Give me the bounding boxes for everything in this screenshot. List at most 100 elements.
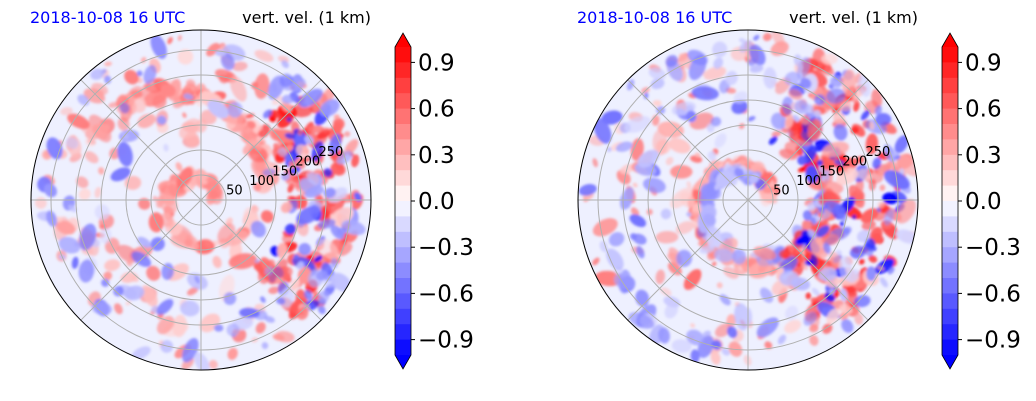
- downdraft-cell: [316, 270, 328, 281]
- downdraft-cell: [117, 141, 133, 167]
- updraft-cell: [683, 269, 702, 290]
- downdraft-cell: [110, 167, 131, 182]
- colorbar-level: [395, 216, 411, 233]
- downdraft-cell: [354, 192, 362, 202]
- downdraft-cell: [156, 299, 174, 315]
- downdraft-cell: [65, 137, 79, 149]
- downdraft-cell: [860, 110, 870, 121]
- downdraft-cell: [296, 261, 304, 271]
- updraft-cell: [217, 223, 236, 244]
- colorbar-level: [942, 247, 958, 264]
- downdraft-cell: [624, 115, 651, 133]
- updraft-cell: [175, 162, 183, 172]
- updraft-cell: [104, 61, 112, 67]
- colorbar-level: [395, 247, 411, 264]
- radial-tick-label: 150: [272, 164, 297, 179]
- downdraft-cell: [293, 133, 308, 147]
- downdraft-cell: [194, 275, 200, 284]
- updraft-cell: [141, 284, 158, 307]
- updraft-cell: [60, 107, 73, 116]
- updraft-cell: [868, 255, 878, 263]
- downdraft-cell: [660, 208, 672, 220]
- downdraft-cell: [891, 152, 899, 157]
- downdraft-cell: [239, 307, 260, 319]
- updraft-cell: [295, 144, 310, 158]
- colorbar-outline: [394, 32, 412, 370]
- downdraft-cell: [865, 238, 876, 250]
- downdraft-cell: [828, 288, 835, 295]
- updraft-cell: [268, 286, 280, 294]
- downdraft-cell: [702, 330, 711, 338]
- downdraft-cell: [317, 305, 326, 315]
- updraft-cell: [865, 133, 879, 155]
- radial-tick-label: 200: [295, 155, 320, 170]
- polar-boundary: [30, 29, 372, 371]
- updraft-cell: [260, 210, 274, 223]
- updraft-cell: [343, 131, 351, 137]
- updraft-cell: [801, 262, 809, 271]
- downdraft-cell: [763, 67, 777, 89]
- updraft-cell: [788, 245, 795, 254]
- downdraft-cell: [887, 266, 895, 275]
- azimuth-line: [747, 79, 869, 201]
- updraft-cell: [203, 239, 213, 248]
- azimuth-line: [200, 79, 322, 201]
- downdraft-cell: [119, 102, 130, 114]
- updraft-cell: [160, 84, 176, 98]
- radial-tick-label: 250: [319, 145, 344, 160]
- updraft-cell: [838, 304, 853, 314]
- colorbar-level: [395, 308, 411, 325]
- updraft-cell: [186, 286, 199, 296]
- colorbar-level: [395, 139, 411, 156]
- updraft-cell: [198, 172, 208, 182]
- colorbar-level: [395, 262, 411, 279]
- updraft-cell: [630, 207, 640, 217]
- updraft-cell: [250, 205, 259, 213]
- colorbar-level: [942, 339, 958, 356]
- downdraft-cell: [854, 295, 871, 308]
- updraft-cell: [805, 292, 812, 300]
- colorbar-level: [395, 201, 411, 217]
- downdraft-cell: [781, 96, 794, 115]
- downdraft-cell: [648, 67, 666, 80]
- downdraft-cell: [823, 242, 831, 254]
- downdraft-cell: [606, 146, 612, 153]
- updraft-cell: [152, 94, 167, 109]
- updraft-cell: [109, 147, 120, 160]
- downdraft-cell: [593, 118, 612, 144]
- downdraft-cell: [101, 278, 110, 287]
- downdraft-cell: [706, 225, 716, 237]
- updraft-cell: [67, 113, 90, 130]
- updraft-cell: [600, 271, 606, 278]
- polar-boundary: [577, 29, 919, 371]
- downdraft-cell: [599, 240, 608, 253]
- downdraft-cell: [281, 172, 290, 181]
- updraft-cell: [104, 259, 121, 272]
- updraft-cell: [320, 127, 332, 134]
- downdraft-cell: [874, 105, 883, 116]
- downdraft-cell: [307, 172, 323, 186]
- updraft-cell: [703, 66, 727, 81]
- updraft-cell: [660, 287, 672, 296]
- downdraft-cell: [78, 259, 95, 283]
- downdraft-cell: [289, 166, 301, 175]
- colorbar-level: [395, 278, 411, 294]
- colorbar-level: [395, 231, 411, 248]
- updraft-cell: [842, 69, 857, 97]
- updraft-cell: [592, 257, 600, 266]
- colorbar-level: [942, 93, 958, 110]
- colorbar-tick-label: 0.9: [965, 50, 1002, 76]
- downdraft-cell: [636, 245, 645, 259]
- updraft-cell: [289, 278, 300, 293]
- downdraft-cell: [851, 214, 857, 220]
- downdraft-cell: [277, 147, 287, 157]
- updraft-cell: [252, 125, 262, 134]
- downdraft-cell: [629, 214, 647, 228]
- downdraft-cell: [163, 143, 169, 152]
- colorbar-extend-min: [395, 355, 411, 369]
- downdraft-cell: [262, 168, 276, 177]
- downdraft-cell: [833, 123, 848, 141]
- colorbar-tick-label: −0.9: [965, 328, 1021, 354]
- downdraft-cell: [296, 206, 320, 225]
